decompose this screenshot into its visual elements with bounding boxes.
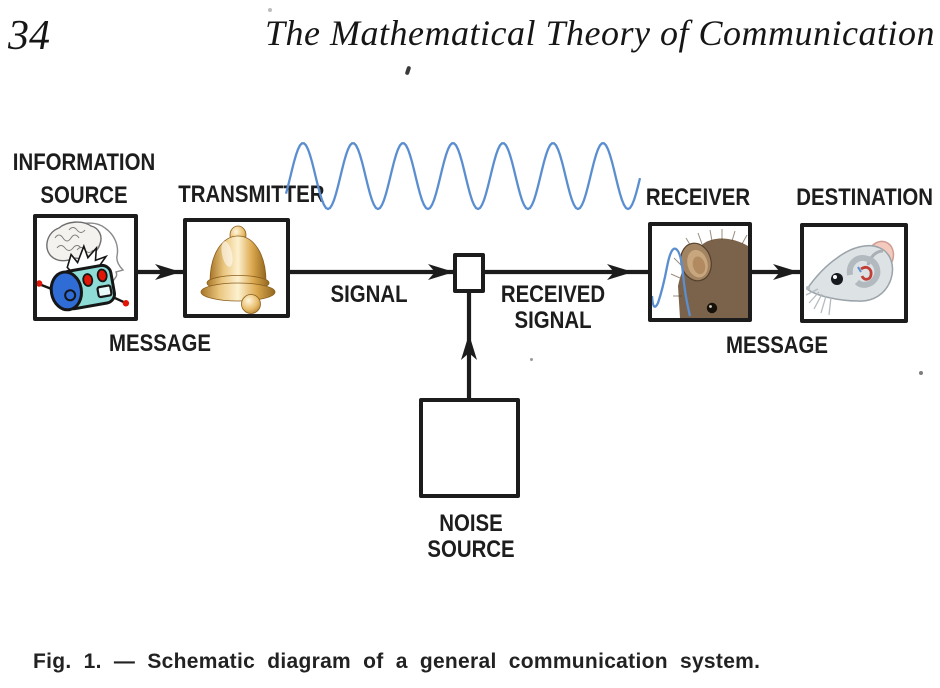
message-label-right: MESSAGE <box>725 332 829 359</box>
mouse-eye <box>706 302 718 314</box>
arrowhead-signal <box>428 264 454 280</box>
transmitter-label: TRANSMITTER <box>178 181 325 208</box>
brain-head-robot-icon <box>37 221 130 312</box>
rat-eye-glint <box>833 275 837 279</box>
robot-antenna-tip <box>122 300 130 307</box>
destination-box <box>800 223 908 323</box>
scan-speck <box>268 8 272 12</box>
robot-cap-dial <box>64 289 77 302</box>
arrowheads <box>155 264 799 360</box>
robot-antenna-tip <box>37 280 43 287</box>
rat-eye <box>831 273 843 285</box>
arrowhead-message <box>155 264 181 280</box>
receiver-box <box>648 222 752 322</box>
mouse-eye-glint <box>709 305 712 308</box>
running-title: The Mathematical Theory of Communication <box>265 13 935 53</box>
destination-label: DESTINATION <box>796 184 934 211</box>
whiskers <box>805 288 832 316</box>
robot-eye <box>96 268 108 283</box>
receiver-label: RECEIVER <box>645 184 751 211</box>
rat-head-illustration-icon <box>805 240 895 316</box>
brain-squiggles <box>54 227 94 253</box>
mouse-ear <box>680 242 712 282</box>
bell-clapper <box>241 294 261 314</box>
sine-wave <box>284 142 642 211</box>
message-label-left: MESSAGE <box>108 330 212 357</box>
bell-highlight <box>221 241 233 267</box>
mouse-ear-photo-icon <box>652 229 748 318</box>
noise-source-label: NOISE SOURCE <box>427 510 515 563</box>
information-source-label: INFORMATION SOURCE <box>12 149 156 209</box>
channel-box <box>453 253 485 293</box>
noise-source-box <box>419 398 520 498</box>
transmitter-box <box>183 218 290 318</box>
arrowhead-received-signal <box>607 264 633 280</box>
information-source-box <box>33 214 138 321</box>
received-signal-label: RECEIVED SIGNAL <box>500 281 606 334</box>
cochlea-blue-mark <box>857 266 862 273</box>
bell-skirt <box>200 282 276 302</box>
arrowhead-noise-up <box>461 334 477 360</box>
ear-canal <box>846 255 881 288</box>
page-number: 34 <box>8 13 50 59</box>
figure-caption: Fig. 1. — Schematic diagram of a general… <box>33 650 761 673</box>
golden-bell-icon <box>200 225 276 314</box>
ear-fold <box>866 249 884 266</box>
rat-nose <box>806 286 810 290</box>
signal-label: SIGNAL <box>330 281 408 308</box>
robot-mouth <box>96 284 113 299</box>
scan-speck <box>919 371 923 375</box>
scan-speck <box>530 358 533 361</box>
robot-eye <box>82 273 94 287</box>
cochlea <box>860 266 873 281</box>
received-wave-squiggle <box>652 247 692 317</box>
arrowhead-to-destination <box>773 264 799 280</box>
robot-head <box>37 243 130 312</box>
